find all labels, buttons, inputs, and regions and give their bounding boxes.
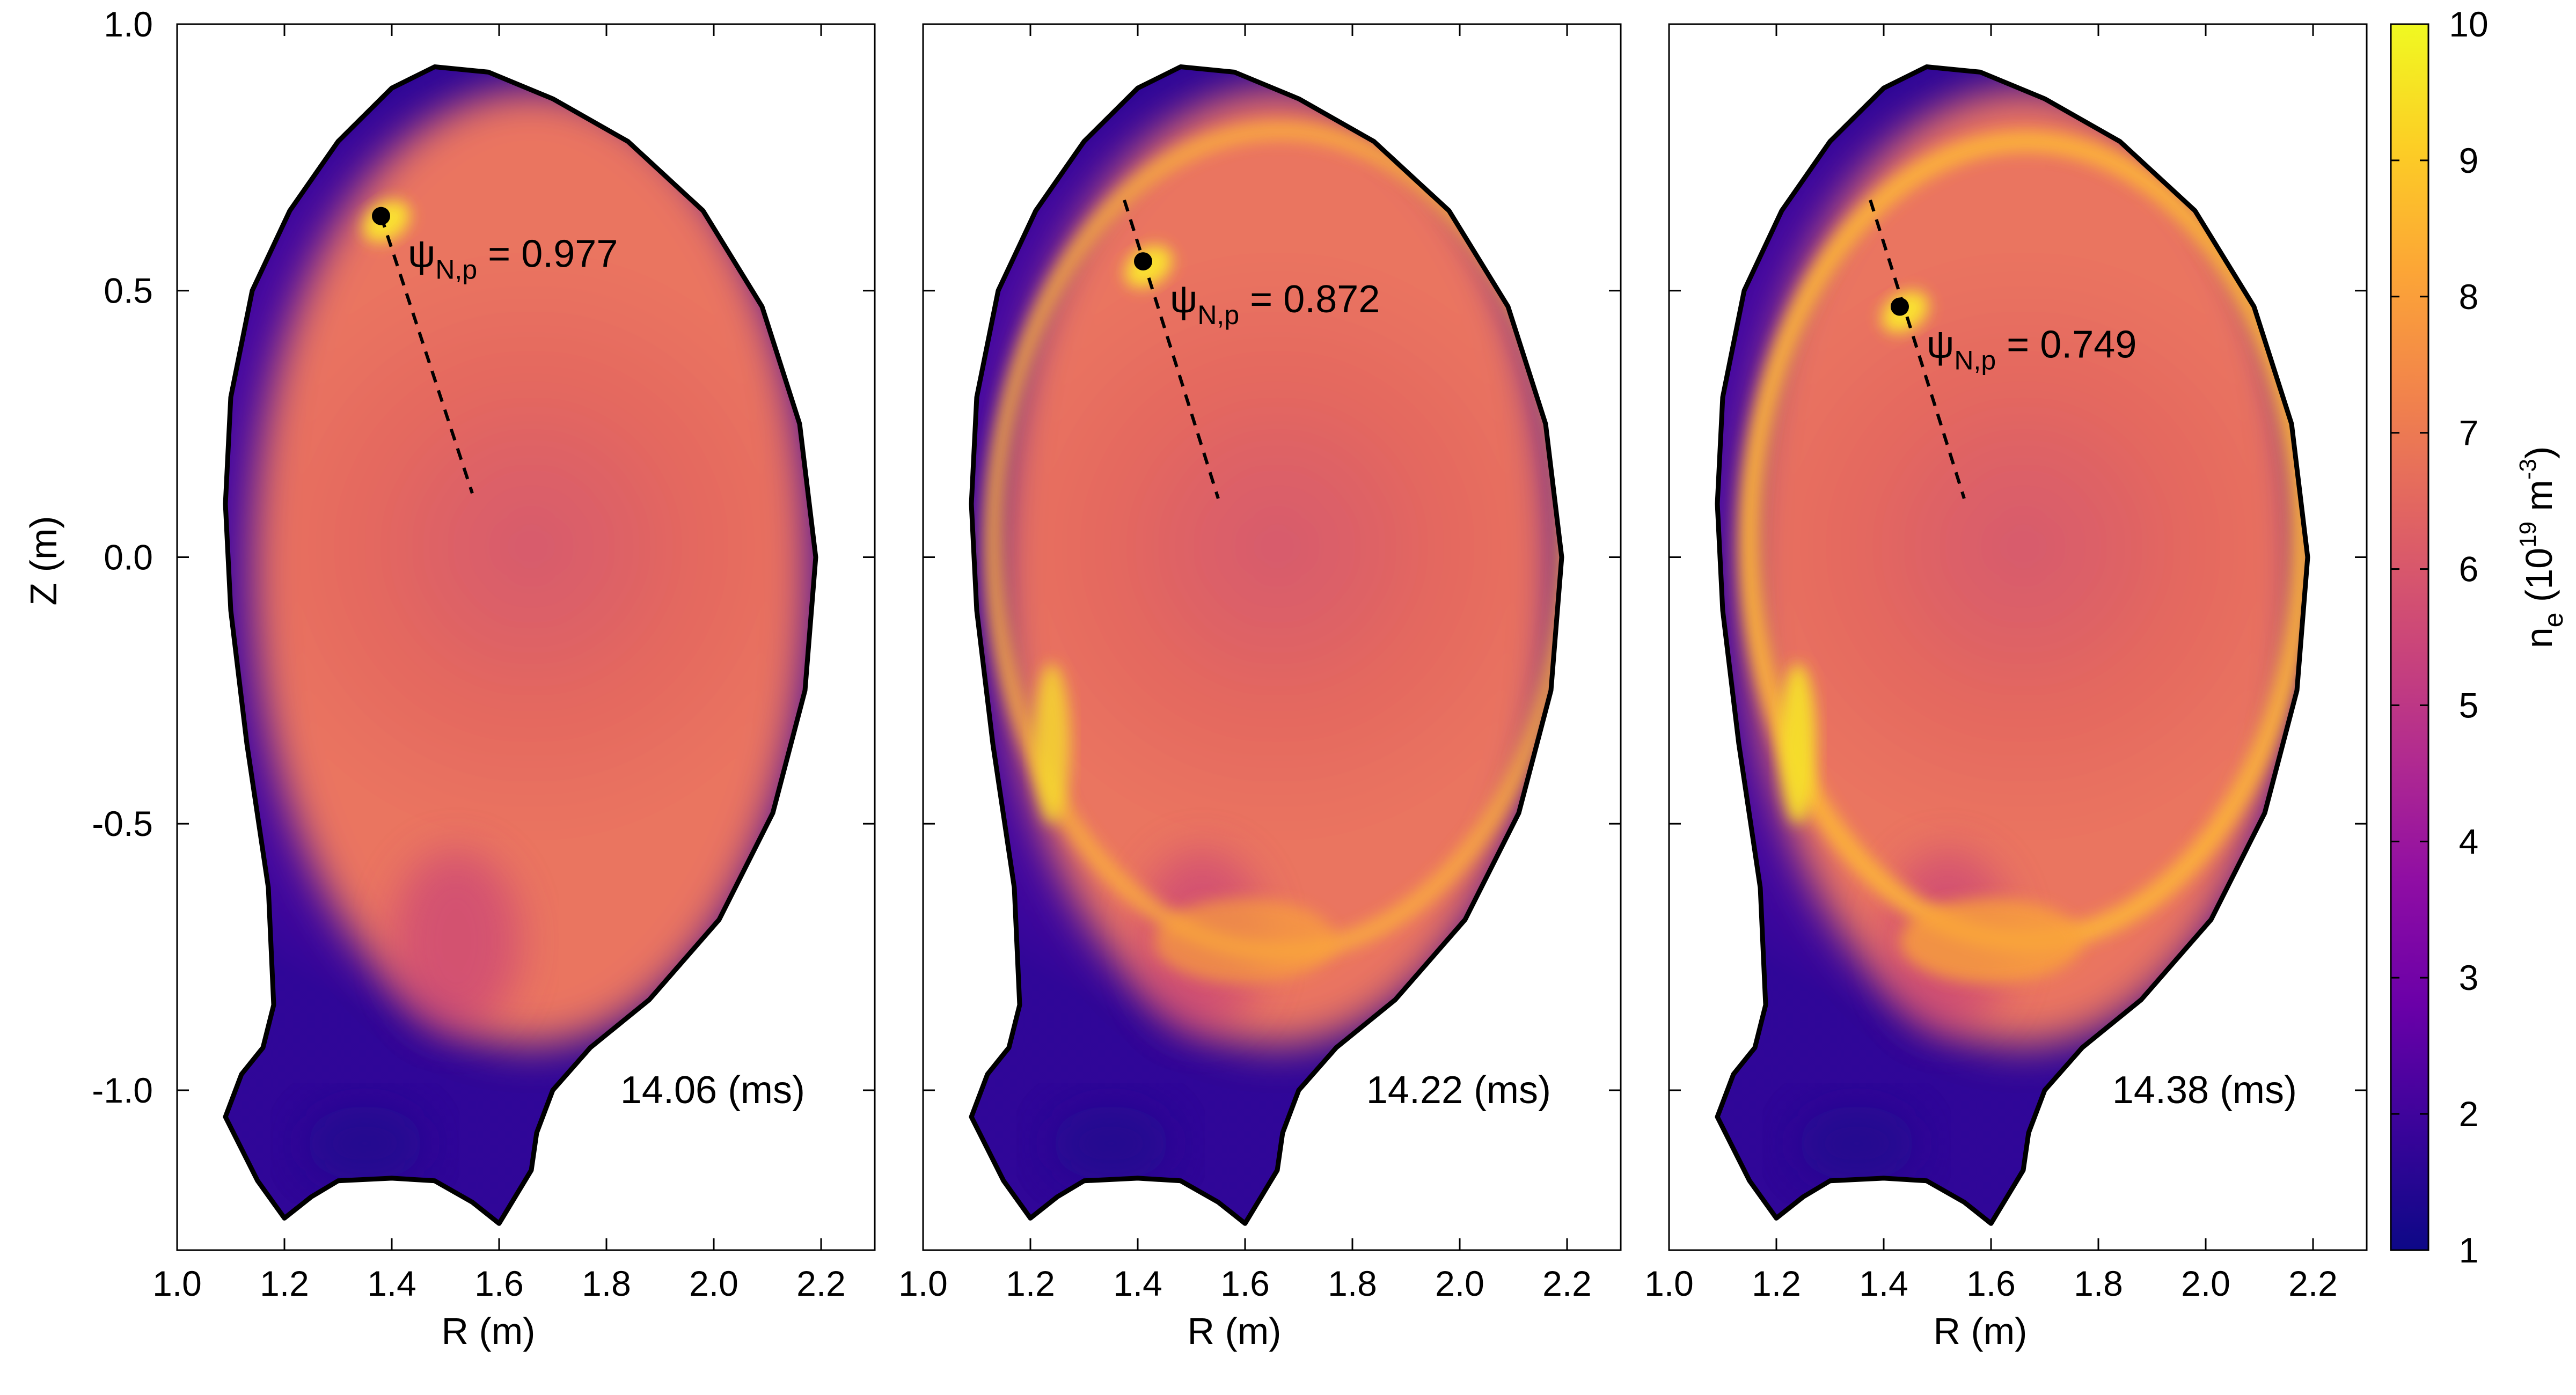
colorbar-tick-label: 4 (2459, 821, 2479, 861)
x-tick-label: 1.2 (1006, 1264, 1055, 1303)
psi-annotation: ψN,p = 0.872 (1170, 278, 1380, 330)
colorbar-tick-label: 6 (2459, 549, 2479, 589)
x-tick-label: 2.0 (2181, 1264, 2230, 1303)
colorbar-gradient (2390, 23, 2429, 1251)
x-tick-label: 1.4 (367, 1264, 416, 1303)
colorbar-tick-label: 5 (2459, 685, 2479, 725)
colorbar-tick-label: 2 (2459, 1094, 2479, 1134)
x-tick-label: 1.2 (260, 1264, 309, 1303)
colorbar-tick-label: 9 (2459, 141, 2479, 180)
x-tick-label: 1.2 (1752, 1264, 1801, 1303)
y-tick-label: 0.5 (104, 271, 153, 311)
time-label: 14.38 (ms) (2112, 1069, 2297, 1112)
x-axis-title: R (m) (1188, 1310, 1282, 1352)
colorbar-tick-label: 1 (2459, 1230, 2479, 1270)
y-tick-label: 1.0 (104, 4, 153, 44)
colorbar-tick-label: 10 (2449, 4, 2488, 44)
plasma-boundary (223, 64, 818, 1226)
density-map (971, 67, 1562, 1224)
x-axis-title: R (m) (1934, 1310, 2028, 1352)
x-axis-title: R (m) (442, 1310, 536, 1352)
x-tick-label: 1.0 (898, 1264, 948, 1303)
y-tick-label: 0.0 (104, 537, 153, 577)
y-axis-title: Z (m) (23, 516, 64, 605)
x-tick-label: 1.0 (1644, 1264, 1694, 1303)
x-tick-label: 1.0 (152, 1264, 202, 1303)
colorbar-tick-label: 3 (2459, 958, 2479, 997)
time-label: 14.22 (ms) (1366, 1069, 1551, 1112)
psi-annotation: ψN,p = 0.749 (1927, 324, 2136, 376)
x-tick-label: 2.2 (1542, 1264, 1592, 1303)
panel-1: ψN,p = 0.977 14.06 (ms) 1.0 1.2 1.4 1.6 1.8 2.0… (92, 4, 876, 1352)
x-tick-label: 1.4 (1113, 1264, 1162, 1303)
x-tick-label: 1.6 (1966, 1264, 2016, 1303)
psi-dashed-line (1869, 199, 1966, 500)
x-tick-label: 2.0 (689, 1264, 738, 1303)
density-map (1717, 67, 2308, 1224)
colorbar-tick-label: 7 (2459, 413, 2479, 453)
x-tick-label: 1.8 (1328, 1264, 1377, 1303)
time-label: 14.06 (ms) (620, 1069, 805, 1112)
x-tick-label: 1.4 (1859, 1264, 1908, 1303)
y-tick-label: -0.5 (92, 804, 153, 843)
plasma-boundary (969, 64, 1564, 1226)
psi-marker (1134, 252, 1152, 271)
plasma-boundary (1715, 64, 2310, 1226)
x-tick-label: 1.6 (1220, 1264, 1270, 1303)
x-tick-label: 1.8 (2074, 1264, 2123, 1303)
y-tick-label: -1.0 (92, 1070, 153, 1110)
colorbar-title: ne (1019 m-3) (2515, 446, 2568, 649)
colorbar-tick-label: 8 (2459, 277, 2479, 317)
psi-marker (1891, 297, 1909, 316)
x-tick-label: 2.2 (796, 1264, 846, 1303)
x-tick-label: 2.2 (2288, 1264, 2338, 1303)
psi-dashed-line (379, 215, 474, 494)
psi-dashed-line (1123, 199, 1220, 500)
x-tick-label: 1.6 (474, 1264, 524, 1303)
psi-annotation: ψN,p = 0.977 (408, 233, 618, 285)
panels: ψN,p = 0.977 14.06 (ms) 1.0 1.2 1.4 1.6 1.8 2.0… (92, 4, 2368, 1352)
colorbar: 1 2 3 4 5 6 7 8 9 10 ne (1019 m-3) (2390, 4, 2568, 1270)
x-tick-label: 1.8 (582, 1264, 631, 1303)
y-axis-title-group: Z (m) (23, 516, 64, 605)
x-tick-label: 2.0 (1435, 1264, 1484, 1303)
psi-marker (372, 207, 390, 225)
panel-3: ψN,p = 0.749 14.38 (ms) 1.0 1.2 1.4 1.6 1.8 2.0… (1644, 23, 2368, 1352)
panel-2: ψN,p = 0.872 14.22 (ms) 1.0 1.2 1.4 1.6 1.8 2.0… (898, 23, 1622, 1352)
